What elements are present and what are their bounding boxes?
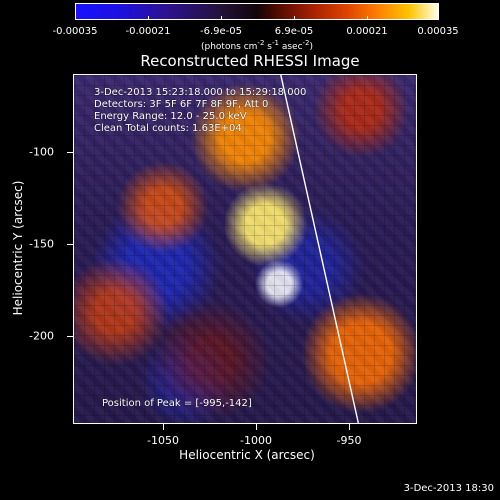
- clean-counts-text: Clean Total counts: 1.63E+04: [94, 123, 242, 134]
- colorbar-units: (photons cm-2 s-1 asec-2): [201, 39, 313, 52]
- colorbar-units-suffix: ): [309, 42, 314, 52]
- colorbar-tick-mark: [148, 16, 149, 20]
- colorbar-units-exp: -2: [257, 39, 265, 47]
- y-tick-label: -150: [29, 237, 54, 251]
- colorbar-tick-mark: [438, 16, 439, 20]
- colorbar-units-s: s: [264, 42, 272, 52]
- colorbar-tick-label: 6.9e-05: [274, 26, 314, 37]
- y-axis-label: Heliocentric Y (arcsec): [11, 180, 25, 316]
- colorbar-units-prefix: (photons cm: [200, 42, 258, 52]
- y-tick-label: -200: [29, 329, 54, 343]
- detectors-text: Detectors: 3F 5F 6F 7F 8F 9F, Att 0: [94, 99, 269, 110]
- x-axis-tick: [256, 424, 257, 430]
- colorbar-tick-mark: [221, 16, 222, 20]
- colorbar-units-exp: -2: [302, 39, 310, 47]
- colorbar: [75, 3, 439, 20]
- x-axis-tick: [349, 424, 350, 430]
- colorbar-tick-label: -6.9e-05: [200, 26, 242, 37]
- solar-limb-line: [280, 75, 360, 423]
- solar-image: [74, 75, 416, 423]
- x-tick-label: -950: [336, 434, 362, 447]
- y-axis-tick: [67, 152, 73, 153]
- limb-curve: [280, 75, 360, 423]
- colorbar-units-exp: -1: [271, 39, 279, 47]
- y-axis-tick: [67, 336, 73, 337]
- energy-range-text: Energy Range: 12.0 - 25.0 keV: [94, 111, 247, 122]
- y-axis-tick: [67, 244, 73, 245]
- colorbar-tick-label: -0.00021: [125, 26, 171, 37]
- colorbar-units-asec: asec: [278, 42, 303, 52]
- time-range-text: 3-Dec-2013 15:23:18.000 to 15:29:18.000: [94, 87, 307, 98]
- colorbar-tick-mark: [367, 16, 368, 20]
- plot-title: Reconstructed RHESSI Image: [140, 52, 360, 70]
- colorbar-tick-label: 0.00021: [346, 26, 388, 37]
- x-axis-tick: [163, 424, 164, 430]
- image-panel: 3-Dec-2013 15:23:18.000 to 15:29:18.000 …: [73, 74, 417, 424]
- peak-position-text: Position of Peak = [-995,-142]: [102, 398, 252, 409]
- x-tick-label: -1000: [240, 434, 272, 447]
- x-axis-label: Heliocentric X (arcsec): [179, 448, 315, 462]
- colorbar-tick-mark: [294, 16, 295, 20]
- colorbar-tick-mark: [75, 16, 76, 20]
- colorbar-tick-label: 0.00035: [417, 26, 459, 37]
- x-tick-label: -1050: [147, 434, 179, 447]
- colorbar-tick-label: -0.00035: [52, 26, 98, 37]
- footer-timestamp: 3-Dec-2013 18:30: [403, 483, 494, 494]
- pixel-texture: [74, 75, 416, 423]
- y-tick-label: -100: [29, 145, 54, 159]
- colorbar-gradient: [76, 4, 438, 19]
